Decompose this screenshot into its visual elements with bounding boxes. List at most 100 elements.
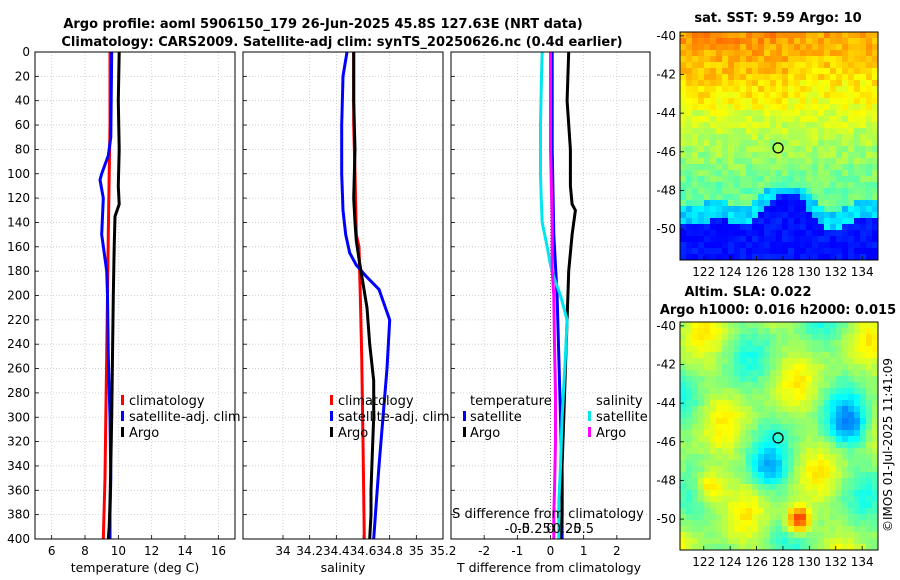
map-cell: [734, 128, 741, 135]
map-cell: [722, 98, 729, 105]
map-cell: [788, 424, 795, 431]
map-cell: [752, 484, 759, 491]
map-cell: [854, 502, 861, 509]
map-cell: [842, 376, 849, 383]
map-cell: [728, 218, 735, 225]
map-cell: [686, 68, 693, 75]
map-cell: [806, 394, 813, 401]
map-cell: [818, 376, 825, 383]
map-cell: [866, 248, 873, 255]
map-cell: [866, 364, 873, 371]
map-cell: [866, 460, 873, 467]
map-cell: [806, 472, 813, 479]
map-cell: [764, 242, 771, 249]
map-cell: [746, 412, 753, 419]
map-cell: [758, 484, 765, 491]
map-cell: [800, 322, 807, 329]
map-cell: [818, 406, 825, 413]
map-cell: [848, 388, 855, 395]
map-cell: [854, 532, 861, 539]
map-cell: [728, 110, 735, 117]
map-cell: [770, 406, 777, 413]
map-cell: [812, 206, 819, 213]
legend-t-satellite-label: satellite: [470, 410, 522, 425]
map-cell: [872, 466, 878, 473]
map-cell: [842, 412, 849, 419]
map-cell: [710, 248, 717, 255]
map-cell: [716, 328, 723, 335]
map-cell: [860, 472, 867, 479]
map-cell: [752, 122, 759, 129]
map-cell: [710, 430, 717, 437]
map-cell: [812, 158, 819, 165]
map-cell: [812, 412, 819, 419]
map-cell: [842, 122, 849, 129]
map-cell: [830, 364, 837, 371]
map-cell: [872, 170, 878, 177]
map-cell: [848, 182, 855, 189]
map-cell: [686, 32, 693, 39]
map-cell: [752, 382, 759, 389]
map-cell: [752, 80, 759, 87]
map-cell: [872, 430, 878, 437]
map-cell: [824, 50, 831, 57]
map-cell: [758, 418, 765, 425]
map-cell: [842, 74, 849, 81]
map-cell: [806, 532, 813, 539]
map-cell: [752, 164, 759, 171]
map-cell: [716, 194, 723, 201]
map-cell: [860, 200, 867, 207]
map-cell: [728, 74, 735, 81]
map-cell: [836, 182, 843, 189]
map-cell: [716, 358, 723, 365]
map-cell: [812, 212, 819, 219]
map-cell: [824, 212, 831, 219]
map-cell: [698, 538, 705, 545]
map-cell: [716, 442, 723, 449]
map-cell: [818, 134, 825, 141]
map-cell: [854, 68, 861, 75]
map-cell: [710, 230, 717, 237]
map-cell: [800, 526, 807, 533]
map-cell: [872, 152, 878, 159]
map-cell: [710, 254, 717, 260]
map-cell: [704, 328, 711, 335]
map-cell: [842, 352, 849, 359]
map-cell: [824, 188, 831, 195]
s-difference-tick-label: -0.25: [517, 522, 551, 537]
map-cell: [812, 200, 819, 207]
map-cell: [866, 176, 873, 183]
map-cell: [794, 230, 801, 237]
temperature-axis-label: temperature (deg C): [71, 560, 200, 575]
map-cell: [692, 170, 699, 177]
map-cell: [824, 442, 831, 449]
map-cell: [872, 496, 878, 503]
map-cell: [842, 68, 849, 75]
x-tick-label: 35.2: [430, 544, 457, 558]
map-cell: [854, 128, 861, 135]
map-cell: [866, 472, 873, 479]
map-cell: [722, 406, 729, 413]
map-cell: [752, 472, 759, 479]
map-cell: [788, 158, 795, 165]
map-cell: [836, 230, 843, 237]
map-cell: [698, 394, 705, 401]
map-cell: [764, 370, 771, 377]
map-cell: [752, 352, 759, 359]
map-cell: [836, 86, 843, 93]
map-cell: [800, 104, 807, 111]
map-cell: [716, 224, 723, 231]
map-cell: [752, 50, 759, 57]
map-cell: [698, 182, 705, 189]
map-cell: [848, 502, 855, 509]
map-cell: [848, 218, 855, 225]
map-cell: [854, 224, 861, 231]
map-cell: [842, 514, 849, 521]
map-cell: [872, 224, 878, 231]
map-cell: [860, 194, 867, 201]
map-cell: [794, 490, 801, 497]
map-cell: [758, 382, 765, 389]
map-cell: [812, 164, 819, 171]
map-cell: [818, 158, 825, 165]
legend-s-satellite-swatch: [588, 411, 591, 421]
